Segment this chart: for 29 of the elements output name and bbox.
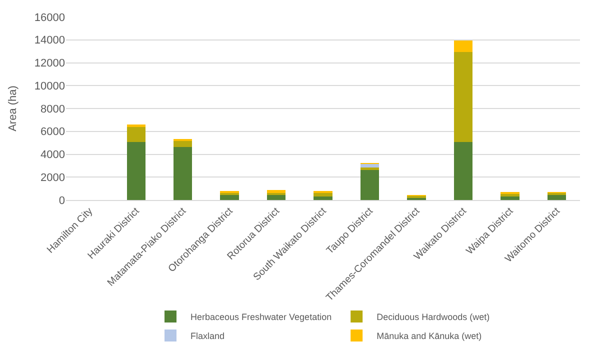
y-axis-title: Area (ha) xyxy=(7,86,20,132)
bar xyxy=(454,52,473,142)
legend-label: Deciduous Hardwoods (wet) xyxy=(376,312,490,322)
bar xyxy=(126,126,146,142)
legend-label: Herbaceous Freshwater Vegetation xyxy=(190,312,332,322)
y-tick-label: 0 xyxy=(58,194,65,207)
y-tick-label: 2000 xyxy=(40,172,65,184)
bar xyxy=(173,140,192,147)
bar xyxy=(454,40,473,52)
y-tick-label: 6000 xyxy=(40,126,65,138)
bar xyxy=(126,142,146,200)
legend-label: Flaxland xyxy=(190,331,225,342)
bar xyxy=(314,196,332,200)
bar xyxy=(266,194,286,200)
bar xyxy=(360,167,380,170)
y-tick-label: 12000 xyxy=(34,58,65,70)
y-tick-label: 8000 xyxy=(40,103,65,116)
bar xyxy=(360,170,380,200)
y-tick-label: 16000 xyxy=(34,12,65,24)
bar xyxy=(500,196,520,200)
bar xyxy=(173,146,192,200)
legend-label: Mānuka and Kānuka (wet) xyxy=(376,331,482,342)
bar xyxy=(454,142,473,200)
y-tick-label: 10000 xyxy=(34,80,65,92)
bar xyxy=(266,190,286,194)
y-tick-label: 14000 xyxy=(34,34,65,47)
bar xyxy=(360,164,380,168)
bar xyxy=(220,194,239,200)
y-tick-label: 4000 xyxy=(40,149,65,162)
